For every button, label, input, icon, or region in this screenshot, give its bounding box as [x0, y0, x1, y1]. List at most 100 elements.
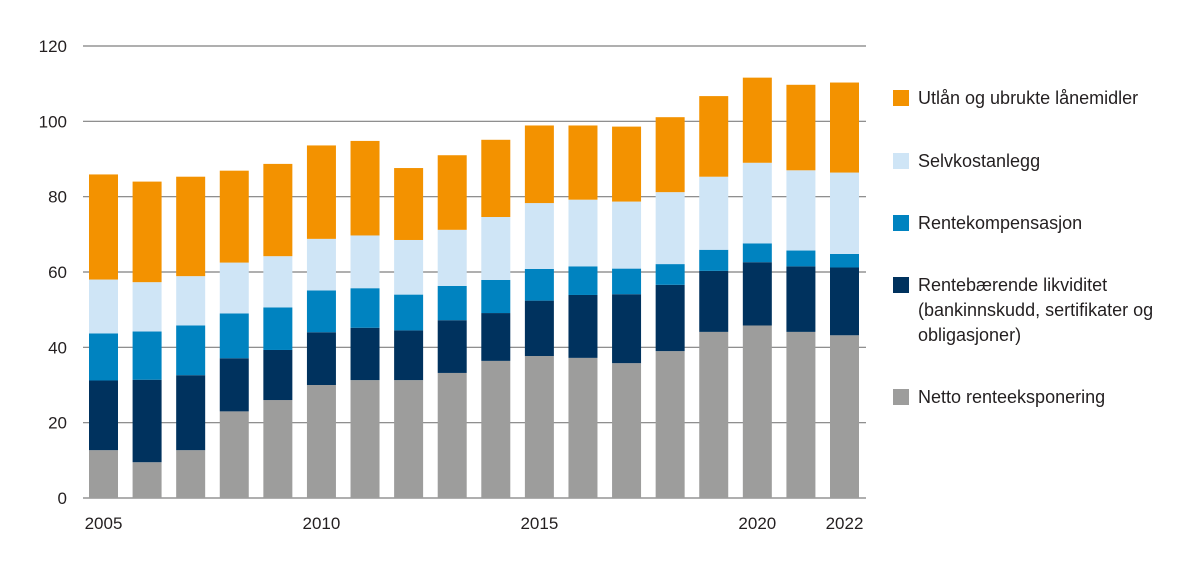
bar-stack-2010 [306, 145, 336, 498]
bar-stack-2013 [437, 155, 467, 498]
bar-segment [655, 351, 685, 498]
bar-segment [394, 294, 424, 331]
bar-segment [524, 268, 554, 301]
bar-stack-2022 [830, 82, 859, 498]
bar-segment [350, 235, 380, 289]
bar-segment [481, 217, 511, 280]
bar-segment [350, 327, 380, 381]
bar-segment [219, 411, 249, 498]
bar-segment [306, 385, 336, 498]
bar-segment [655, 264, 685, 285]
legend-item-rentekompensasjon: Rentekompensasjon [893, 211, 1178, 236]
bar-segment [437, 229, 467, 286]
bar-segment [89, 450, 118, 498]
bar-segment [612, 201, 642, 269]
bar-segment [132, 181, 162, 283]
bar-segment [699, 96, 729, 177]
legend-swatch [893, 389, 909, 405]
x-tick-label: 2020 [738, 514, 776, 533]
x-axis-ticks: 2005 2010 2015 2020 2022 [85, 514, 864, 533]
y-tick-label: 0 [58, 489, 67, 508]
y-tick-label: 40 [48, 338, 67, 357]
bar-segment [481, 360, 511, 498]
bar-segment [263, 400, 293, 498]
bar-segment [612, 294, 642, 364]
legend-label: Selvkostanlegg [918, 151, 1041, 171]
bar-segment [655, 192, 685, 265]
x-tick-label: 2015 [520, 514, 558, 533]
y-axis-ticks: 0 20 40 60 80 100 120 [39, 37, 67, 508]
bar-segment [219, 170, 249, 263]
bar-segment [176, 450, 206, 498]
bar-segment [176, 375, 206, 451]
bar-segment [219, 358, 249, 412]
bar-stack-2016 [568, 125, 598, 498]
bar-stack-2007 [176, 176, 206, 498]
bar-segment [786, 250, 816, 267]
bar-segment [263, 349, 293, 401]
bar-segment [612, 363, 642, 498]
bar-segment [132, 379, 162, 463]
legend-item-utlan: Utlån og ubrukte lånemidler [893, 86, 1178, 111]
bar-segment [524, 125, 554, 204]
bar-segment [742, 243, 772, 263]
bar-segment [742, 77, 772, 163]
bar-stack-2008 [219, 170, 249, 498]
bar-segment [568, 357, 598, 498]
bar-segment [437, 155, 467, 230]
bar-stack-2019 [699, 96, 729, 498]
bar-segment [132, 331, 162, 380]
y-tick-label: 80 [48, 188, 67, 207]
x-tick-label: 2010 [303, 514, 341, 533]
bar-segment [699, 331, 729, 498]
bar-segment [176, 325, 206, 376]
legend-item-rentebaerende-likviditet: Rentebærende likviditet (bankinnskudd, s… [893, 273, 1163, 348]
bar-segment [263, 163, 293, 257]
bar-segment [437, 372, 467, 498]
bar-stack-2006 [132, 181, 162, 498]
bar-segment [219, 262, 249, 314]
bar-stack-2011 [350, 140, 380, 498]
bar-segment [437, 285, 467, 321]
bar-segment [568, 199, 598, 267]
bar-segment [699, 270, 729, 332]
bar-segment [830, 253, 859, 268]
bar-segment [786, 266, 816, 332]
bar-segment [524, 203, 554, 269]
gridlines [83, 45, 866, 499]
legend-item-selvkostanlegg: Selvkostanlegg [893, 149, 1178, 174]
y-tick-label: 120 [39, 37, 67, 56]
bar-stack-2015 [524, 125, 554, 498]
legend-label: Utlån og ubrukte lånemidler [918, 88, 1139, 108]
bar-segment [612, 268, 642, 295]
bar-segment [394, 168, 424, 240]
bar-segment [306, 145, 336, 239]
bar-segment [612, 126, 642, 202]
bar-segment [481, 139, 511, 218]
bar-segment [699, 249, 729, 271]
bar-stack-2009 [263, 163, 293, 498]
bar-segment [742, 162, 772, 244]
bar-segment [394, 239, 424, 295]
bar-segment [742, 325, 772, 498]
bar-segment [830, 267, 859, 336]
bar-segment [306, 332, 336, 385]
bar-segment [394, 380, 424, 498]
bar-segment [786, 331, 816, 498]
legend-swatch [893, 90, 909, 106]
bar-segment [830, 172, 859, 254]
bar-segment [132, 462, 162, 498]
legend-label: Rentekompensasjon [918, 213, 1083, 233]
bar-segment [350, 140, 380, 236]
bar-segment [786, 84, 816, 171]
bar-segment [786, 170, 816, 251]
bar-stack-2020 [742, 77, 772, 498]
bar-stack-2018 [655, 117, 685, 498]
y-tick-label: 20 [48, 414, 67, 433]
bars [89, 77, 859, 498]
bar-segment [350, 380, 380, 498]
bar-segment [568, 125, 598, 200]
legend-swatch [893, 153, 909, 169]
legend-swatch [893, 215, 909, 231]
